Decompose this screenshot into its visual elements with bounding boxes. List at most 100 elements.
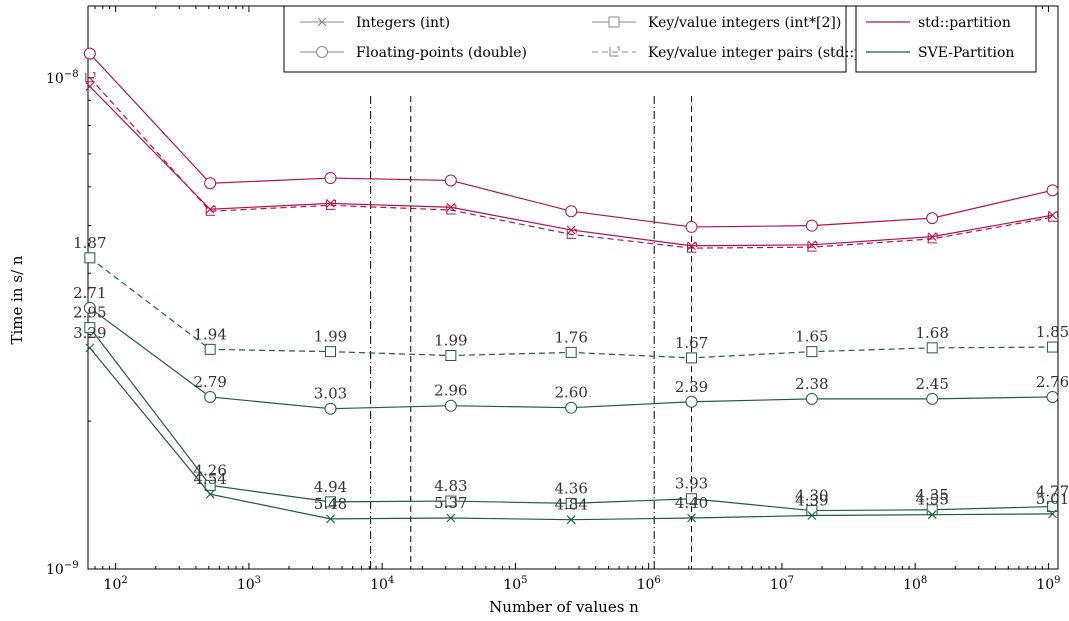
data-point [566,515,576,525]
x-tick-label: 103 [237,575,261,593]
data-label: 1.76 [554,328,587,346]
data-point [565,346,577,358]
data-point [927,233,938,244]
y-tick-label: 10−8 [46,69,79,87]
data-label: 1.85 [1036,323,1069,341]
reference-lines [370,96,693,569]
legend-label: std::partition [918,15,1011,31]
data-point [1048,211,1059,222]
data-label: 1.99 [434,332,467,350]
data-point [806,346,818,358]
data-point [446,202,456,212]
data-label: 5.37 [434,494,467,512]
data-point [204,343,216,355]
data-point [325,496,337,508]
data-point [204,479,216,491]
legend-marker [316,46,328,58]
x-tick-label: 108 [903,575,927,593]
legend-label: SVE-Partition [918,45,1014,61]
data-label: 4.40 [675,494,708,512]
data-label: 5.01 [1036,490,1069,508]
data-label: 1.94 [193,325,226,343]
legend-label: Key/value integers (int*[2]) [648,15,841,31]
data-point [807,511,817,520]
axis-ticks: 102 103 104 105 106 107 108 109 10−9 10−8 [46,6,1061,593]
data-label: 2.96 [434,382,467,400]
data-point [926,212,939,225]
data-point [84,252,96,264]
data-point [686,352,698,364]
data-label: 2.79 [193,373,226,391]
data-label: 4.36 [554,479,587,497]
data-point [83,301,96,314]
legend-marker [609,46,620,57]
data-label: 4.83 [434,477,467,495]
data-point [326,199,335,208]
data-point [1048,509,1057,519]
data-point [805,392,818,405]
data-point [204,390,217,403]
data-point [205,205,216,216]
data-label: 4.84 [554,496,587,514]
data-point [326,514,335,524]
legend-label: Floating-points (double) [356,45,527,61]
data-point [83,47,96,60]
data-label: 2.60 [554,384,587,402]
data-point [926,392,939,405]
data-point [565,497,577,509]
data-labels: 1.87 1.94 1.99 1.99 1.76 1.67 1.65 1.68 1.85 2.71… [73,234,1069,514]
data-point [85,343,95,353]
data-point [326,199,337,210]
data-label: 4.55 [915,491,948,509]
data-point [444,174,457,187]
data-point [566,228,577,239]
data-point [324,172,337,185]
data-label: 1.68 [915,324,948,342]
data-point [926,342,938,354]
data-label: 4.35 [915,486,948,504]
data-point [445,350,457,362]
data-point [565,401,578,414]
data-label: 1.65 [795,328,828,346]
data-point [446,513,456,523]
x-axis-title: Number of values n [489,598,639,616]
data-label: 1.87 [73,234,106,252]
data-point [445,495,457,507]
data-point [685,395,698,408]
data-point [324,402,337,415]
data-label: 2.39 [675,378,708,396]
data-point [805,219,818,232]
data-point [687,242,698,253]
series-line [89,53,1053,228]
series-line [89,77,1053,249]
data-point [1047,341,1059,353]
data-label: 2.38 [795,375,828,393]
data-point [927,510,937,520]
data-label: 3.29 [73,324,106,342]
data-point [325,346,337,358]
data-point [685,220,698,233]
data-label: 3.93 [675,475,708,493]
x-tick-label: 107 [770,575,794,593]
series-layer [83,47,1059,525]
series-line [89,86,1053,247]
legend-label: Key/value integer pairs (std::pair) [648,45,888,61]
data-point [205,489,215,499]
legend-marker [608,16,620,28]
data-point [85,82,95,91]
data-label: 4.77 [1036,483,1069,501]
data-label: 1.99 [314,328,347,346]
legend-label: Integers (int) [356,15,450,31]
data-point [446,204,457,215]
data-point [1046,390,1059,403]
y-tick-label: 10−9 [46,560,79,578]
data-point [565,205,578,218]
data-label: 4.54 [193,470,226,488]
data-point [205,204,215,214]
data-point [204,177,217,190]
x-tick-label: 109 [1036,575,1060,593]
data-label: 3.03 [314,385,347,403]
data-label: 4.39 [795,492,828,510]
